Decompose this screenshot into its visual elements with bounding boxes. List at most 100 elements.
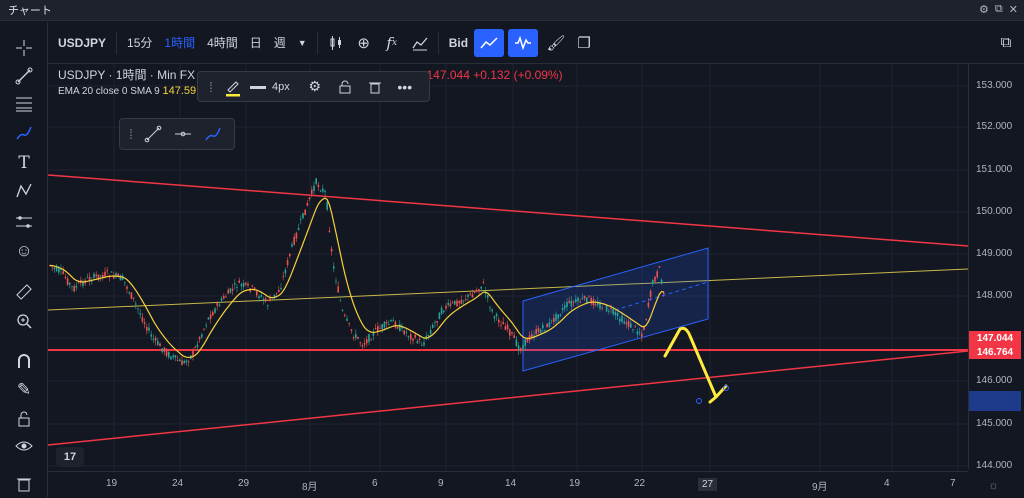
candle-body <box>575 299 577 303</box>
candle-body <box>231 288 234 291</box>
interval-15m[interactable]: 15分 <box>127 36 153 50</box>
candle-body <box>407 335 410 337</box>
candle-body <box>291 244 293 247</box>
candle-body <box>174 355 177 358</box>
candle-body <box>649 290 652 298</box>
candle-body <box>71 286 73 288</box>
trendline-icon[interactable] <box>10 62 38 90</box>
wave-icon[interactable] <box>508 28 539 57</box>
candle-body <box>130 292 133 299</box>
candle-body <box>421 345 423 346</box>
settings-icon[interactable]: ⚙ <box>308 78 322 94</box>
candle-body <box>163 347 166 352</box>
candle-body <box>214 308 216 313</box>
legend-change: 147.044 +0.132 (+0.09%) <box>426 68 563 82</box>
multi-layout-icon[interactable]: ⧉ <box>1000 34 1012 51</box>
time-axis-label: 8月 <box>302 482 318 493</box>
interval-1h[interactable]: 1時間 <box>164 36 196 50</box>
candle-body <box>313 185 315 191</box>
horizontal-line-icon[interactable] <box>170 121 196 147</box>
brush-icon[interactable] <box>200 121 226 147</box>
drag-handle-icon[interactable]: ⁞ <box>209 78 213 95</box>
price-axis-label: 151.000 <box>976 164 1013 175</box>
candle-style-icon[interactable] <box>322 29 350 57</box>
magnet-icon[interactable] <box>10 347 38 375</box>
candle-body <box>619 318 621 322</box>
candle-body <box>172 355 174 358</box>
interval-1d[interactable]: 日 <box>249 36 262 50</box>
interval-1w[interactable]: 週 <box>273 36 286 50</box>
ema-label: EMA 20 close 0 SMA 9 <box>58 86 160 97</box>
candle-body <box>240 284 243 287</box>
interval-4h[interactable]: 4時間 <box>207 36 238 50</box>
projection-icon[interactable] <box>10 208 38 236</box>
candle-body <box>489 307 491 309</box>
layout-icon[interactable]: ❐ <box>577 34 591 52</box>
candle-body <box>636 331 639 335</box>
ruler-icon[interactable] <box>10 278 38 306</box>
settings-icon[interactable]: ⚙ <box>979 4 989 16</box>
candle-body <box>374 328 377 330</box>
candle-body <box>416 340 419 344</box>
candle-body <box>82 280 84 286</box>
fib-icon[interactable] <box>10 90 38 118</box>
candle-body <box>605 305 608 312</box>
candle-body <box>462 300 465 302</box>
channel-midline <box>614 281 709 311</box>
line-chart-icon[interactable] <box>474 28 505 57</box>
candle-body <box>286 260 289 266</box>
close-icon[interactable]: ✕ <box>1008 4 1018 16</box>
candle-body <box>192 351 194 356</box>
indicator-legend[interactable]: EMA 20 close 0 SMA 9 147.59 <box>58 85 196 97</box>
emoji-icon[interactable]: ☺ <box>15 241 33 260</box>
trash-icon[interactable] <box>10 470 38 498</box>
settings-icon[interactable]: ☼ <box>988 478 999 492</box>
lock-icon[interactable] <box>10 405 38 433</box>
candle-body <box>328 230 331 232</box>
paint-brush-icon[interactable]: 🖌 <box>546 34 566 52</box>
lock-drawing-icon[interactable]: ✎ <box>16 380 32 399</box>
more-icon[interactable]: ••• <box>397 78 413 95</box>
time-axis-label: 19 <box>106 478 118 489</box>
price-axis-label: 146.000 <box>976 375 1013 386</box>
candle-body <box>627 321 630 327</box>
candle-body <box>524 339 526 346</box>
trendline-icon[interactable] <box>140 121 166 147</box>
candle-body <box>623 321 625 324</box>
templates-icon[interactable] <box>406 29 434 57</box>
price-source-button[interactable]: Bid <box>448 35 469 50</box>
interval-dropdown-icon[interactable]: ▼ <box>297 37 307 48</box>
candle-body <box>341 310 344 311</box>
candle-body <box>616 313 619 317</box>
candle-body <box>359 342 361 344</box>
pattern-icon[interactable] <box>10 177 38 205</box>
window-titlebar: チャート ⚙ ⧉ ✕ <box>0 0 1024 21</box>
candle-body <box>634 325 636 327</box>
candle-body <box>62 271 64 274</box>
candle-body <box>564 305 566 309</box>
unlock-icon[interactable] <box>332 74 358 100</box>
crosshair-icon[interactable] <box>10 34 38 62</box>
candle-body <box>385 321 388 324</box>
eye-icon[interactable] <box>10 432 38 460</box>
candle-body <box>427 334 430 337</box>
line-width-icon[interactable]: 4px <box>250 74 290 100</box>
add-compare-icon[interactable]: ⊕ <box>357 34 370 52</box>
drag-handle-icon[interactable]: ⁞ <box>129 126 133 142</box>
pencil-color-icon[interactable] <box>220 74 246 100</box>
candle-body <box>275 292 278 294</box>
candle-body <box>69 282 71 285</box>
candle-body <box>251 285 254 287</box>
popout-icon[interactable]: ⧉ <box>994 3 1003 15</box>
text-icon[interactable]: T <box>18 153 30 173</box>
candle-body <box>502 322 504 325</box>
ema-value: 147.59 <box>162 85 197 97</box>
candle-body <box>473 291 476 293</box>
symbol-button[interactable]: USDJPY <box>58 35 107 50</box>
candle-body <box>553 317 555 323</box>
brush-icon[interactable] <box>10 119 38 147</box>
time-axis[interactable] <box>48 471 968 497</box>
zoom-icon[interactable] <box>10 307 38 335</box>
trash-icon[interactable] <box>362 74 388 100</box>
